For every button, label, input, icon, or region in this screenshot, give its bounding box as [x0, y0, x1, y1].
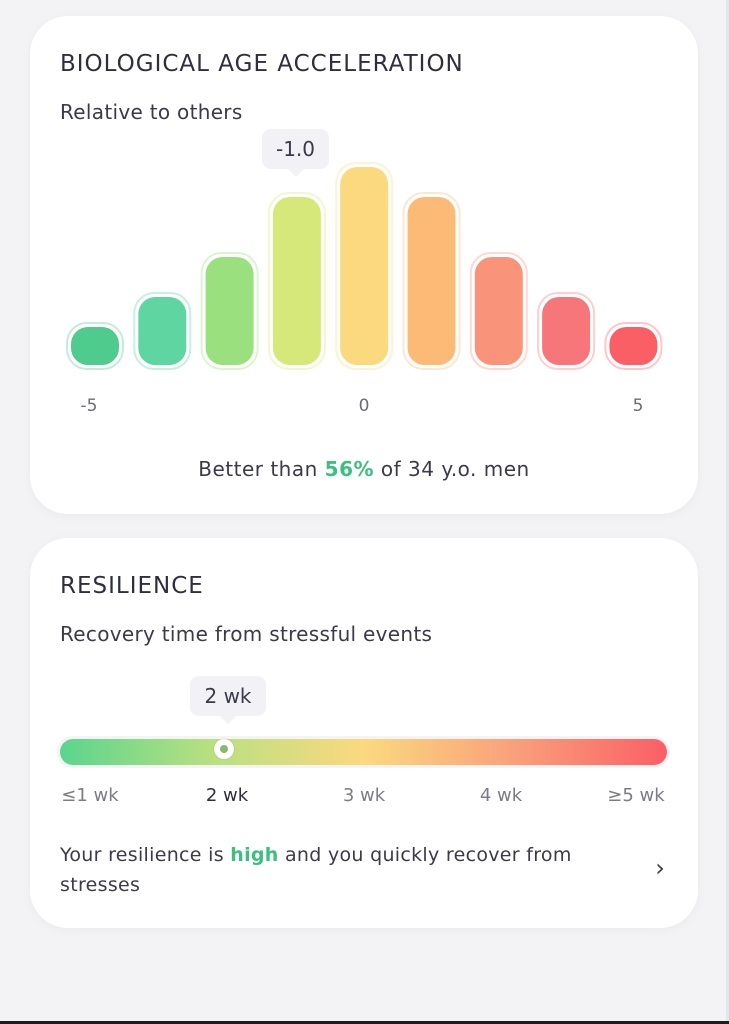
summary-prefix: Better than [198, 457, 325, 481]
histogram-bar [407, 197, 456, 365]
scale-label-4wk: 4 wk [479, 785, 523, 806]
axis-tick-mid: 0 [358, 396, 370, 416]
bottom-divider [0, 1021, 729, 1024]
summary-percent: 56% [324, 457, 375, 481]
bio-age-histogram [66, 162, 663, 370]
histogram-bar [205, 257, 254, 365]
histogram-bar-selected [272, 197, 321, 365]
resilience-level: high [230, 844, 279, 866]
resilience-marker [213, 739, 234, 759]
scale-label-5wk: ≥5 wk [607, 785, 665, 806]
resilience-subtitle: Recovery time from stressful events [60, 622, 433, 646]
resilience-card: RESILIENCE Recovery time from stressful … [30, 538, 698, 928]
histogram-bar [138, 297, 187, 365]
scale-label-3wk: 3 wk [342, 785, 386, 806]
bio-age-card: BIOLOGICAL AGE ACCELERATION Relative to … [30, 16, 698, 514]
resilience-message-prefix: Your resilience is [60, 844, 231, 866]
histogram-bar [71, 327, 119, 365]
resilience-scale-bar [60, 739, 667, 765]
bio-age-subtitle: Relative to others [60, 100, 243, 124]
histogram-bar [474, 257, 523, 365]
histogram-bar [609, 327, 658, 365]
bio-age-summary: Better than 56% of 34 y.o. men [30, 457, 698, 481]
screen-edge [726, 0, 729, 1024]
summary-suffix: of 34 y.o. men [374, 457, 530, 481]
scale-label-2wk: 2 wk [205, 785, 249, 806]
scale-label-1wk: ≤1 wk [61, 785, 119, 806]
resilience-marker-dot [219, 745, 228, 753]
bio-age-title: BIOLOGICAL AGE ACCELERATION [60, 51, 464, 77]
resilience-details-row[interactable]: Your resilience is high and you quickly … [60, 840, 670, 902]
axis-tick-min: -5 [80, 396, 98, 416]
chevron-right-icon[interactable]: › [655, 854, 665, 882]
bio-age-value-tooltip: -1.0 [262, 129, 329, 177]
histogram-bar [340, 167, 389, 365]
resilience-message: Your resilience is high and you quickly … [60, 840, 580, 900]
resilience-value-tooltip: 2 wk [190, 676, 266, 724]
resilience-message-suffix: and you quickly recover from stresses [60, 844, 572, 896]
resilience-title: RESILIENCE [60, 573, 204, 599]
axis-tick-max: 5 [632, 396, 644, 416]
histogram-bar [542, 297, 591, 365]
resilience-gradient [60, 739, 667, 765]
